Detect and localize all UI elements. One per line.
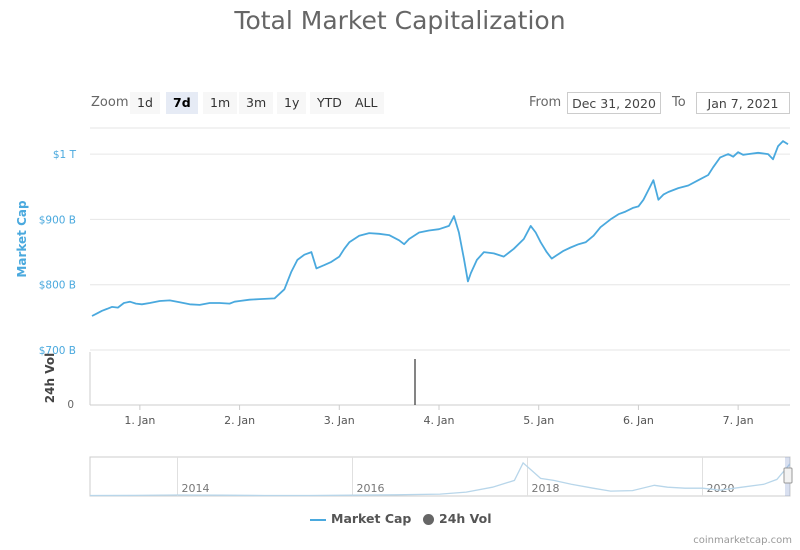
navigator-series-line <box>89 461 791 497</box>
x-tick-label: 5. Jan <box>523 414 554 427</box>
y-tick-label: $800 B <box>39 280 76 292</box>
y-tick-label: $1 T <box>53 149 77 161</box>
zoom-1d-button[interactable]: 1d <box>130 92 160 114</box>
zoom-label: Zoom <box>91 95 129 110</box>
volume-axis-title: 24h Vol <box>43 353 57 403</box>
credit-text: coinmarketcap.com <box>693 535 792 546</box>
legend-volume-symbol <box>423 514 434 525</box>
zoom-1m-button[interactable]: 1m <box>203 92 238 114</box>
legend-market-cap-label: Market Cap <box>331 511 412 526</box>
y-tick-label: $700 B <box>39 345 76 357</box>
range-to-input[interactable]: Jan 7, 2021 <box>696 92 790 114</box>
range-to-label: To <box>672 95 686 110</box>
range-from-label: From <box>529 95 562 110</box>
y-tick-label: $900 B <box>39 214 76 226</box>
y-axis-title: Market Cap <box>15 200 29 278</box>
range-from-input[interactable]: Dec 31, 2020 <box>567 92 661 114</box>
navigator-tick-label: 2018 <box>532 482 560 495</box>
x-tick-label: 1. Jan <box>124 414 155 427</box>
navigator-tick-label: 2016 <box>357 482 385 495</box>
x-tick-label: 7. Jan <box>723 414 754 427</box>
x-tick-label: 3. Jan <box>324 414 355 427</box>
chart-title: Total Market Capitalization <box>234 6 566 35</box>
x-tick-label: 2. Jan <box>224 414 255 427</box>
zoom-1y-button[interactable]: 1y <box>277 92 307 114</box>
zoom-3m-button[interactable]: 3m <box>239 92 274 114</box>
zoom-ytd-button[interactable]: YTD <box>310 92 349 114</box>
market-cap-series-line <box>91 140 789 317</box>
navigator-tick-label: 2014 <box>182 482 210 495</box>
x-tick-label: 4. Jan <box>424 414 455 427</box>
legend-item-volume[interactable]: 24h Vol <box>423 511 492 526</box>
zoom-all-button[interactable]: ALL <box>348 92 385 114</box>
volume-tick-label: 0 <box>67 399 74 411</box>
navigator-tick-label: 2020 <box>707 482 735 495</box>
legend-volume-label: 24h Vol <box>439 511 492 526</box>
x-tick-label: 6. Jan <box>623 414 654 427</box>
legend-market-cap-symbol <box>310 518 326 521</box>
navigator-handle <box>783 467 793 484</box>
legend-item-market-cap[interactable]: Market Cap <box>310 511 411 526</box>
zoom-7d-button[interactable]: 7d <box>166 92 198 114</box>
